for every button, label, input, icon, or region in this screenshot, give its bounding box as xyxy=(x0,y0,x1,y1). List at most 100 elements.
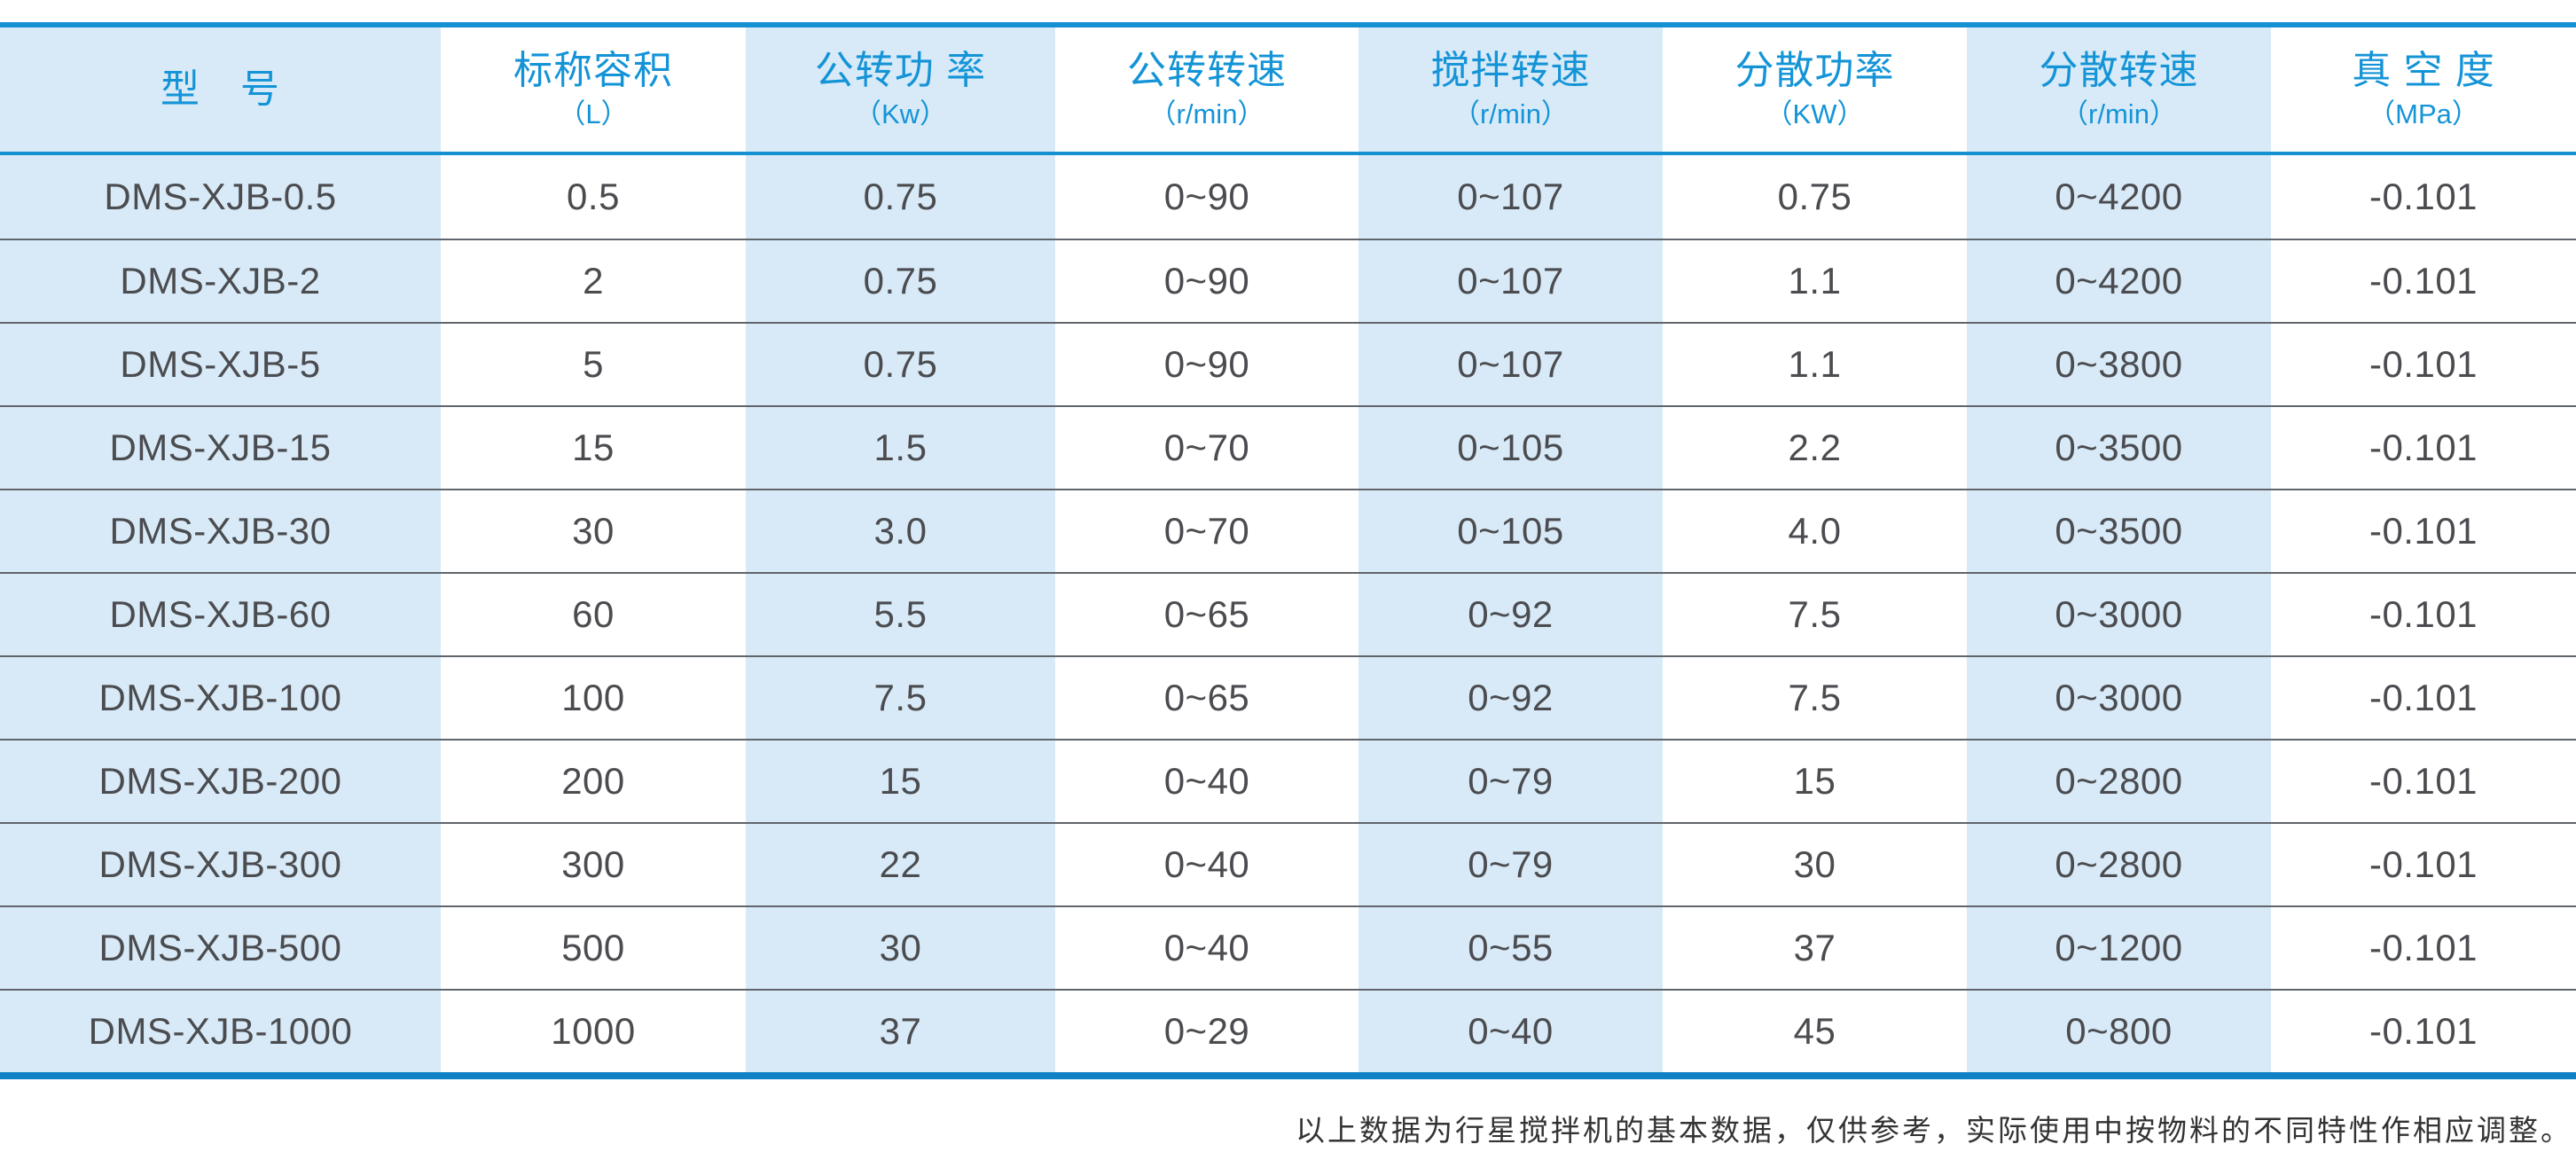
table-cell-vacuum-degree: -0.101 xyxy=(2369,510,2478,552)
column-unit: （MPa） xyxy=(2368,98,2479,130)
table-cell-revolution-power: 3.0 xyxy=(746,490,1055,572)
table-cell-vacuum-degree: -0.101 xyxy=(2369,843,2478,885)
column-title: 标称容积 xyxy=(513,48,673,92)
table-cell-stirring-speed: 0~92 xyxy=(1358,574,1663,655)
table-cell-dispersion-power: 15 xyxy=(1793,760,1836,802)
table-cell-dispersion-power: 45 xyxy=(1793,1010,1836,1052)
column-header-model: 型 号 xyxy=(0,27,441,152)
table-cell-model: DMS-XJB-500 xyxy=(0,907,441,989)
column-unit: （r/min） xyxy=(1148,98,1265,130)
column-title: 分散转速 xyxy=(2039,48,2199,92)
column-unit: （r/min） xyxy=(1452,98,1569,130)
table-cell-revolution-power: 5.5 xyxy=(746,574,1055,655)
table-cell-model: DMS-XJB-1000 xyxy=(0,991,441,1072)
table-cell-dispersion-speed: 0~3800 xyxy=(1967,324,2271,405)
table-row: DMS-XJB-500 500 30 0~40 0~55 37 0~1200 -0.101 xyxy=(0,905,2576,989)
table-cell-model: DMS-XJB-15 xyxy=(0,407,441,489)
table-cell-vacuum-degree: -0.101 xyxy=(2369,260,2478,302)
column-unit: （r/min） xyxy=(2061,98,2177,130)
table-cell-stirring-speed: 0~79 xyxy=(1358,741,1663,822)
table-cell-dispersion-speed: 0~2800 xyxy=(1967,824,2271,905)
table-cell-nominal-volume: 0.5 xyxy=(567,176,620,217)
table-cell-stirring-speed: 0~79 xyxy=(1358,824,1663,905)
table-cell-dispersion-speed: 0~4200 xyxy=(1967,240,2271,322)
table-cell-revolution-speed: 0~70 xyxy=(1163,510,1250,552)
table-cell-dispersion-power: 37 xyxy=(1793,927,1836,968)
table-cell-nominal-volume: 300 xyxy=(561,843,625,885)
table-cell-dispersion-speed: 0~3000 xyxy=(1967,574,2271,655)
table-cell-stirring-speed: 0~40 xyxy=(1358,991,1663,1072)
table-cell-dispersion-speed: 0~800 xyxy=(1967,991,2271,1072)
table-cell-dispersion-speed: 0~2800 xyxy=(1967,741,2271,822)
column-header-vacuum-degree: 真 空 度 （MPa） xyxy=(2271,27,2576,152)
table-cell-dispersion-speed: 0~3500 xyxy=(1967,407,2271,489)
table-cell-revolution-speed: 0~70 xyxy=(1163,427,1250,468)
table-cell-model: DMS-XJB-2 xyxy=(0,240,441,322)
table-cell-revolution-speed: 0~65 xyxy=(1163,677,1250,718)
table-cell-vacuum-degree: -0.101 xyxy=(2369,427,2478,468)
table-cell-model: DMS-XJB-60 xyxy=(0,574,441,655)
table-cell-nominal-volume: 200 xyxy=(561,760,625,802)
table-cell-revolution-power: 37 xyxy=(746,991,1055,1072)
table-cell-stirring-speed: 0~105 xyxy=(1358,407,1663,489)
table-bottom-border xyxy=(0,1072,2576,1079)
column-unit: （L） xyxy=(558,98,629,130)
table-cell-revolution-power: 0.75 xyxy=(746,155,1055,239)
table-row: DMS-XJB-1000 1000 37 0~29 0~40 45 0~800 -0.101 xyxy=(0,989,2576,1072)
table-cell-vacuum-degree: -0.101 xyxy=(2369,176,2478,217)
table-cell-revolution-power: 15 xyxy=(746,741,1055,822)
table-cell-dispersion-speed: 0~3500 xyxy=(1967,490,2271,572)
table-cell-dispersion-power: 2.2 xyxy=(1788,427,1842,468)
table-row: DMS-XJB-200 200 15 0~40 0~79 15 0~2800 -0.101 xyxy=(0,739,2576,822)
table-cell-revolution-speed: 0~40 xyxy=(1163,843,1250,885)
table-cell-nominal-volume: 2 xyxy=(583,260,604,302)
table-cell-vacuum-degree: -0.101 xyxy=(2369,927,2478,968)
table-cell-vacuum-degree: -0.101 xyxy=(2369,343,2478,385)
table-cell-model: DMS-XJB-5 xyxy=(0,324,441,405)
table-cell-revolution-speed: 0~29 xyxy=(1163,1010,1250,1052)
table-row: DMS-XJB-100 100 7.5 0~65 0~92 7.5 0~3000 -0.101 xyxy=(0,655,2576,739)
column-title: 公转功 率 xyxy=(814,48,987,92)
table-cell-revolution-speed: 0~90 xyxy=(1163,343,1250,385)
table-cell-stirring-speed: 0~105 xyxy=(1358,490,1663,572)
footnote: 以上数据为行星搅拌机的基本数据，仅供参考，实际使用中按物料的不同特性作相应调整。 xyxy=(1296,1113,2572,1148)
column-header-nominal-volume: 标称容积 （L） xyxy=(441,27,746,152)
table-cell-nominal-volume: 500 xyxy=(561,927,625,968)
table-cell-revolution-power: 22 xyxy=(746,824,1055,905)
table-cell-nominal-volume: 5 xyxy=(583,343,604,385)
table-cell-dispersion-power: 1.1 xyxy=(1788,260,1842,302)
table-cell-revolution-power: 30 xyxy=(746,907,1055,989)
table-cell-stirring-speed: 0~92 xyxy=(1358,657,1663,739)
table-cell-vacuum-degree: -0.101 xyxy=(2369,1010,2478,1052)
table-cell-model: DMS-XJB-200 xyxy=(0,741,441,822)
column-header-dispersion-power: 分散功率 （KW） xyxy=(1663,27,1967,152)
table-cell-revolution-speed: 0~65 xyxy=(1163,593,1250,635)
table-cell-stirring-speed: 0~107 xyxy=(1358,324,1663,405)
column-title: 型 号 xyxy=(161,67,280,111)
table-cell-model: DMS-XJB-30 xyxy=(0,490,441,572)
table-cell-dispersion-speed: 0~1200 xyxy=(1967,907,2271,989)
column-title: 真 空 度 xyxy=(2352,48,2495,92)
table-cell-dispersion-power: 30 xyxy=(1793,843,1836,885)
table-cell-dispersion-power: 7.5 xyxy=(1788,593,1842,635)
column-unit: （Kw） xyxy=(853,98,948,130)
table-cell-model: DMS-XJB-0.5 xyxy=(0,155,441,239)
column-title: 分散功率 xyxy=(1734,48,1895,92)
header-divider xyxy=(0,152,2576,155)
column-title: 搅拌转速 xyxy=(1430,48,1591,92)
table-cell-dispersion-power: 1.1 xyxy=(1788,343,1842,385)
table-row: DMS-XJB-60 60 5.5 0~65 0~92 7.5 0~3000 -0.101 xyxy=(0,572,2576,655)
table-cell-dispersion-speed: 0~3000 xyxy=(1967,657,2271,739)
table-cell-nominal-volume: 30 xyxy=(572,510,615,552)
table-top-border xyxy=(0,22,2576,27)
table-cell-revolution-speed: 0~90 xyxy=(1163,176,1250,217)
table-cell-dispersion-power: 4.0 xyxy=(1788,510,1842,552)
table-cell-stirring-speed: 0~107 xyxy=(1358,155,1663,239)
table-cell-revolution-power: 7.5 xyxy=(746,657,1055,739)
table-body: DMS-XJB-0.5 0.5 0.75 0~90 0~107 0.75 0~4200 -0.… xyxy=(0,155,2576,1072)
column-header-dispersion-speed: 分散转速 （r/min） xyxy=(1967,27,2271,152)
table-cell-model: DMS-XJB-100 xyxy=(0,657,441,739)
column-unit: （KW） xyxy=(1765,98,1865,130)
table-row: DMS-XJB-15 15 1.5 0~70 0~105 2.2 0~3500 -0.101 xyxy=(0,405,2576,489)
table-cell-dispersion-speed: 0~4200 xyxy=(1967,155,2271,239)
